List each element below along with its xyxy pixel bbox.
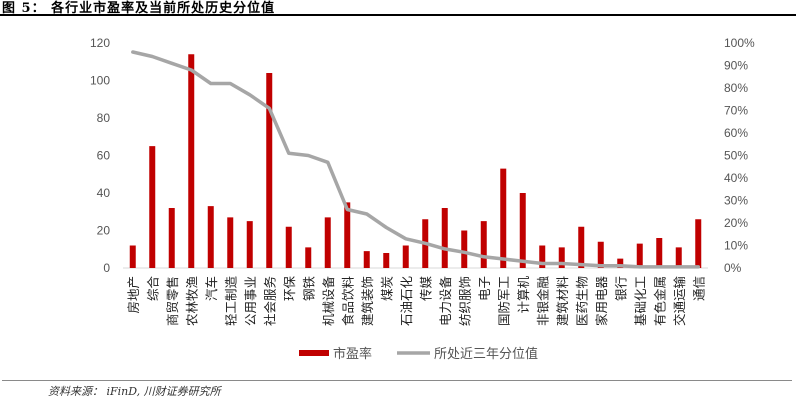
category-label: 商贸零售 (165, 276, 180, 326)
bar-15 (402, 245, 409, 268)
bar-28 (656, 238, 663, 268)
left-tick-label: 40 (97, 186, 111, 200)
category-label: 轻工制造 (223, 276, 238, 327)
left-axis-ticks: 0 20 40 60 80 100 120 (90, 36, 110, 275)
line-series (131, 50, 701, 269)
left-tick-label: 100 (90, 74, 110, 88)
right-tick-label: 40% (724, 171, 748, 185)
percentile-line (131, 50, 701, 269)
right-axis-ticks: 0% 10% 20% 30% 40% 50% 60% 70% 80% 90% 100% (724, 36, 755, 275)
bar-19 (480, 221, 487, 268)
right-tick-label: 0% (724, 261, 742, 275)
bar-17 (441, 208, 448, 268)
category-label: 钢铁 (301, 276, 316, 302)
bar-2 (149, 146, 156, 268)
bar-13 (363, 251, 370, 268)
left-tick-label: 0 (103, 261, 110, 275)
bar-1 (129, 245, 136, 268)
bar-26 (617, 258, 624, 268)
bar-29 (675, 247, 682, 268)
category-label: 国防军工 (496, 276, 511, 326)
category-label: 石油石化 (399, 276, 414, 327)
bar-5 (207, 206, 214, 268)
category-label: 银行 (613, 276, 628, 301)
category-label: 建筑装饰 (360, 276, 375, 326)
title-underline (0, 14, 796, 16)
bar-11 (324, 217, 331, 268)
category-label: 通信 (691, 276, 706, 301)
right-tick-label: 10% (724, 239, 748, 253)
left-tick-label: 20 (97, 224, 111, 238)
category-labels: 房地产 综合 商贸零售 农林牧渔 汽车 轻工制造 公用事业 社会服务 环保 钢铁 机械设备 食品饮料建… (126, 276, 707, 327)
left-tick-label: 80 (97, 111, 111, 125)
figure-title: 图 5： 各行业市盈率及当前所处历史分位值 (2, 1, 276, 16)
right-tick-label: 60% (724, 126, 748, 140)
legend-line-label: 所处近三年分位值 (434, 346, 538, 362)
bar-7 (246, 221, 253, 268)
category-label: 医药生物 (574, 276, 589, 326)
pe-ratio-chart: 0 20 40 60 80 100 120 0% 10% 20% 30% 40% 50% 60% 70% 8… (90, 36, 755, 362)
category-label: 交通运输 (672, 276, 687, 327)
category-label: 房地产 (126, 276, 141, 314)
category-label: 传媒 (418, 276, 433, 302)
bar-18 (461, 230, 468, 268)
category-label: 非银金融 (535, 276, 550, 327)
source-divider (2, 380, 792, 381)
category-label: 食品饮料 (340, 276, 355, 327)
right-tick-label: 50% (724, 149, 748, 163)
category-label: 纺织服饰 (457, 276, 472, 326)
left-tick-label: 60 (97, 149, 111, 163)
category-label: 电子 (477, 276, 492, 301)
legend-bar-label: 市盈率 (333, 346, 372, 362)
bar-23 (558, 247, 565, 268)
category-label: 基础化工 (633, 276, 648, 326)
category-label: 建筑材料 (555, 276, 570, 327)
source-note: 资料来源： iFinD, 川财证券研究所 (48, 385, 221, 398)
category-label: 综合 (145, 276, 160, 302)
bar-series (129, 54, 702, 268)
right-tick-label: 70% (724, 104, 748, 118)
category-label: 计算机 (516, 276, 531, 314)
legend: 市盈率 所处近三年分位值 (299, 346, 538, 362)
bar-21 (519, 193, 526, 268)
bar-12 (344, 202, 351, 268)
left-tick-label: 120 (90, 36, 110, 50)
right-tick-label: 90% (724, 59, 748, 73)
category-label: 环保 (282, 276, 297, 302)
right-tick-label: 20% (724, 216, 748, 230)
right-tick-label: 80% (724, 81, 748, 95)
category-label: 煤炭 (379, 276, 394, 301)
bar-6 (227, 217, 234, 268)
right-tick-label: 100% (724, 36, 755, 50)
bar-27 (636, 243, 643, 268)
bar-14 (383, 253, 390, 268)
category-label: 社会服务 (262, 276, 277, 326)
bar-20 (500, 168, 507, 268)
category-label: 公用事业 (243, 276, 258, 326)
bar-8 (266, 73, 273, 268)
category-label: 家用电器 (594, 276, 609, 327)
bar-4 (188, 54, 195, 268)
bar-10 (305, 247, 312, 268)
bar-24 (578, 226, 585, 268)
category-label: 机械设备 (321, 276, 336, 327)
bar-3 (168, 208, 175, 268)
bar-22 (539, 245, 546, 268)
category-label: 汽车 (204, 276, 219, 301)
right-tick-label: 30% (724, 194, 748, 208)
legend-bar-swatch (299, 350, 329, 356)
bar-30 (695, 219, 702, 268)
category-label: 农林牧渔 (184, 276, 199, 326)
category-label: 电力设备 (438, 276, 453, 327)
category-label: 有色金属 (652, 276, 667, 326)
bar-25 (597, 241, 604, 268)
bar-9 (285, 226, 292, 268)
